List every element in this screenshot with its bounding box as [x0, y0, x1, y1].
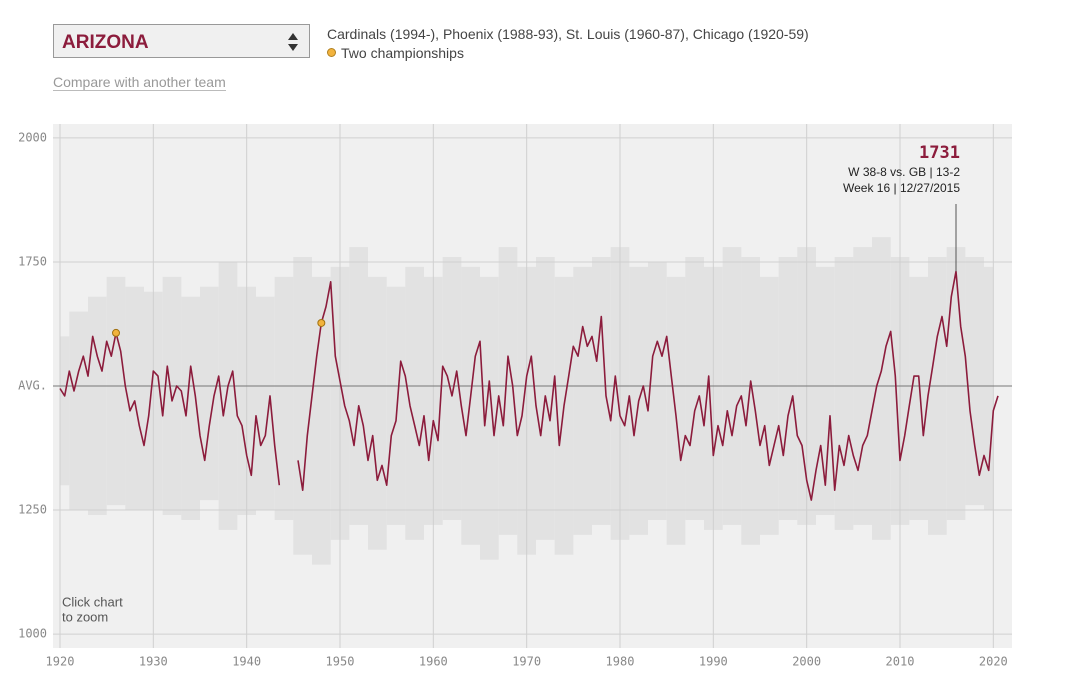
- range-band: [218, 261, 238, 530]
- range-band: [984, 266, 994, 511]
- range-band: [928, 256, 947, 535]
- range-band: [648, 261, 667, 520]
- x-tick-label: 1990: [699, 655, 728, 669]
- range-band: [386, 286, 406, 525]
- range-band: [741, 256, 760, 545]
- x-tick-label: 2020: [979, 655, 1008, 669]
- championship-dot: [317, 318, 326, 327]
- x-tick-label: 1960: [419, 655, 448, 669]
- annotation-text: W 38-8 vs. GB | 13-2: [848, 165, 960, 179]
- annotation-text: Week 16 | 12/27/2015: [843, 181, 960, 195]
- range-band: [312, 276, 331, 565]
- championship-dot: [112, 328, 120, 337]
- range-band: [760, 276, 779, 535]
- team-name: ARIZONA: [62, 32, 149, 53]
- y-tick-label: 2000: [18, 130, 47, 144]
- range-band: [368, 276, 387, 550]
- range-band: [909, 276, 928, 520]
- x-tick-label: 2000: [792, 655, 821, 669]
- range-band: [592, 256, 611, 525]
- x-tick-label: 1950: [326, 655, 355, 669]
- range-band: [480, 276, 499, 560]
- x-tick-label: 2010: [886, 655, 915, 669]
- team-select[interactable]: ARIZONA: [53, 24, 310, 58]
- range-band: [461, 266, 480, 545]
- y-tick-label: 1750: [18, 254, 47, 268]
- range-band: [60, 336, 70, 486]
- legend-dot: [327, 48, 336, 57]
- range-band: [834, 256, 854, 530]
- legend: Two championships: [327, 45, 464, 61]
- range-band: [554, 276, 574, 555]
- y-tick-label: AVG.: [18, 379, 47, 393]
- range-band: [125, 286, 144, 511]
- range-band: [872, 237, 891, 540]
- range-band: [200, 286, 219, 501]
- zoom-hint: Click chart: [62, 594, 123, 609]
- annotation-value: 1731: [919, 143, 960, 163]
- range-band: [256, 296, 275, 511]
- elo-line: [59, 332, 281, 486]
- range-band: [181, 296, 200, 520]
- x-tick-label: 1970: [512, 655, 541, 669]
- team-history: Cardinals (1994-), Phoenix (1988-93), St…: [327, 26, 809, 42]
- range-band: [405, 266, 424, 540]
- range-band: [274, 276, 294, 520]
- range-band: [498, 247, 518, 535]
- y-tick-label: 1250: [18, 503, 47, 517]
- range-band: [685, 256, 704, 520]
- range-band: [293, 256, 312, 555]
- range-band: [69, 311, 88, 511]
- range-band: [106, 276, 126, 506]
- x-tick-label: 1930: [139, 655, 168, 669]
- range-band: [573, 266, 592, 535]
- legend-label: Two championships: [341, 45, 464, 61]
- select-arrows: [288, 33, 298, 51]
- range-band: [778, 256, 798, 520]
- x-tick-label: 1980: [606, 655, 635, 669]
- y-tick-label: 1000: [18, 627, 47, 641]
- range-band: [816, 266, 835, 516]
- compare-link[interactable]: Compare with another team: [53, 74, 226, 91]
- zoom-hint: to zoom: [62, 609, 108, 624]
- range-band: [946, 247, 966, 520]
- elo-line: [297, 270, 999, 501]
- range-band: [442, 256, 462, 520]
- x-tick-label: 1920: [46, 655, 75, 669]
- range-band: [88, 296, 107, 516]
- x-tick-label: 1940: [232, 655, 261, 669]
- range-band: [965, 256, 984, 506]
